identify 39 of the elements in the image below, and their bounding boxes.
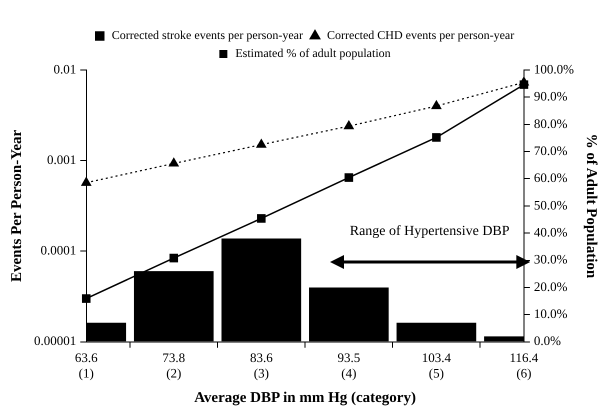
point xyxy=(257,214,266,223)
legend-label: Corrected CHD events per person-year xyxy=(326,28,514,42)
y2-tick-label: 20.0% xyxy=(534,278,568,294)
x-tick-label: 116.4 (6) xyxy=(510,350,539,381)
y-tick-label: 0.0001 xyxy=(40,242,76,258)
point xyxy=(82,294,91,303)
y-tick-label: 0.001 xyxy=(47,152,76,168)
y2-tick-label: 30.0% xyxy=(534,252,568,267)
x-tick-label: 73.8 (2) xyxy=(162,350,186,381)
y2-tick-label: 90.0% xyxy=(534,88,568,104)
point xyxy=(432,133,441,142)
legend-label: Corrected stroke events per person-year xyxy=(112,28,303,42)
point xyxy=(344,120,354,130)
annotation: Range of Hypertensive DBP xyxy=(350,224,510,240)
point xyxy=(256,139,266,148)
point xyxy=(431,100,442,110)
y2-tick-label: 100.0% xyxy=(534,61,574,76)
x-axis-title: Average DBP in mm Hg (category) xyxy=(194,390,416,406)
point xyxy=(170,254,178,262)
y2-tick-label: 60.0% xyxy=(534,170,568,186)
point xyxy=(81,177,92,186)
y-tick-label: 0.01 xyxy=(54,61,76,76)
y2-tick-label: 50.0% xyxy=(534,197,568,212)
point xyxy=(520,80,528,89)
x-tick-label: 103.4 (5) xyxy=(422,350,452,381)
y2-axis-title: % of Adult Population xyxy=(583,134,600,279)
point xyxy=(344,173,354,182)
y-tick-label: 0.00001 xyxy=(34,333,76,348)
y2-tick-label: 40.0% xyxy=(534,224,568,240)
x-tick-label: 63.6 (1) xyxy=(74,350,98,381)
y-axis-title: Events Per Person-Year xyxy=(8,129,25,282)
y2-tick-label: 70.0% xyxy=(534,142,568,158)
x-tick-label: 83.6 (3) xyxy=(250,350,274,381)
y2-tick-label: 0.0% xyxy=(534,333,562,348)
y2-tick-label: 80.0% xyxy=(534,116,568,131)
y2-tick-label: 10.0% xyxy=(534,306,568,322)
x-tick-label: 93.5 (4) xyxy=(337,350,360,381)
legend-label: Estimated % of adult population xyxy=(235,46,391,60)
point xyxy=(168,158,179,167)
